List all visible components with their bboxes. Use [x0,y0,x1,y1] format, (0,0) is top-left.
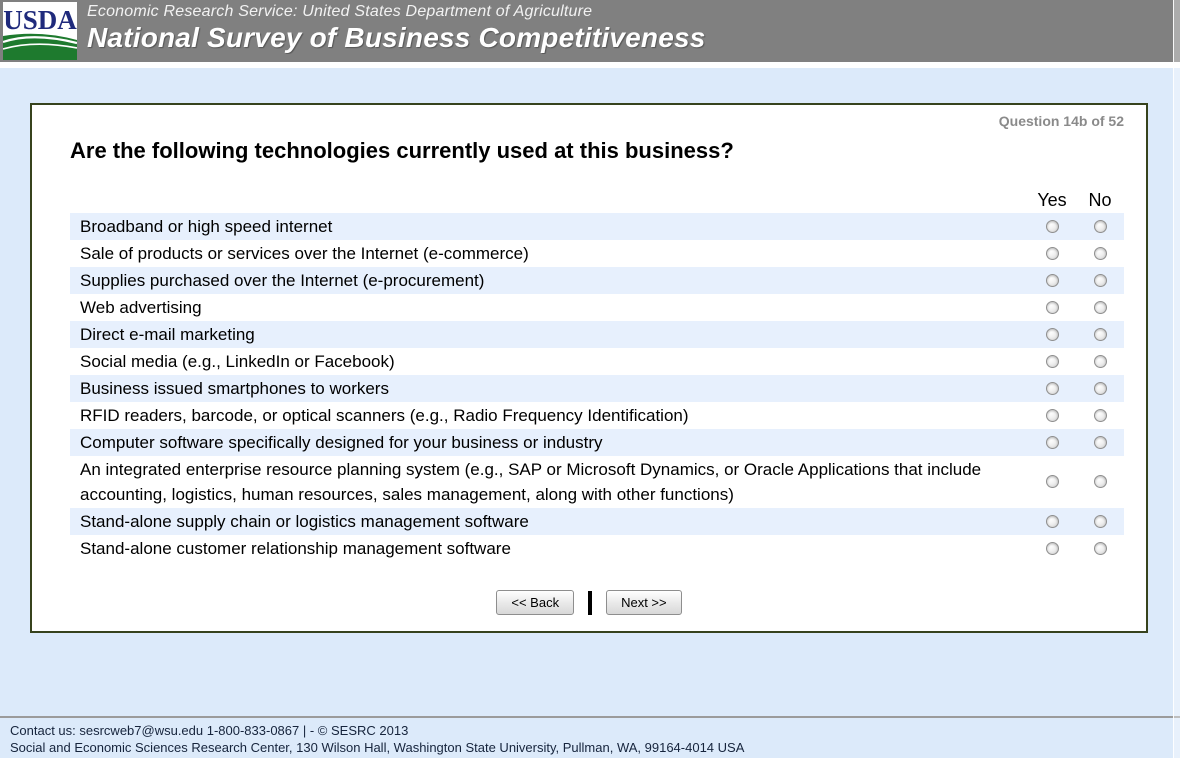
tech-row-label: RFID readers, barcode, or optical scanne… [80,406,689,425]
no-radio[interactable] [1093,381,1107,395]
no-radio-cell [1076,434,1124,452]
table-row: Sale of products or services over the In… [70,240,1124,267]
svg-text:USDA: USDA [3,5,77,35]
tech-row-label: An integrated enterprise resource planni… [80,460,982,504]
no-radio[interactable] [1093,354,1107,368]
yes-radio[interactable] [1045,475,1059,489]
yes-radio-cell [1028,272,1076,290]
no-radio[interactable] [1093,246,1107,260]
yes-radio-cell [1028,380,1076,398]
no-radio[interactable] [1093,435,1107,449]
site-footer: Contact us: sesrcweb7@wsu.edu 1-800-833-… [0,716,1180,758]
header-divider [0,62,1180,68]
column-header-no: No [1088,190,1112,210]
yes-radio[interactable] [1045,246,1059,260]
yes-radio[interactable] [1045,541,1059,555]
footer-contact-line: Contact us: sesrcweb7@wsu.edu 1-800-833-… [10,723,409,738]
table-row: Direct e-mail marketing [70,321,1124,348]
no-radio[interactable] [1093,273,1107,287]
table-row: Business issued smartphones to workers [70,375,1124,402]
yes-radio[interactable] [1045,300,1059,314]
table-row: Stand-alone customer relationship manage… [70,535,1124,562]
nav-buttons: << Back Next >> [52,590,1126,615]
no-radio[interactable] [1093,408,1107,422]
technology-grid: Yes No Broadband or high speed internet … [70,186,1124,562]
table-row: Stand-alone supply chain or logistics ma… [70,508,1124,535]
site-header: USDA Economic Research Service: United S… [0,0,1180,62]
usda-logo-icon: USDA [3,2,77,60]
tech-row-label: Broadband or high speed internet [80,217,333,236]
agency-line: Economic Research Service: United States… [87,3,593,20]
no-radio-cell [1076,272,1124,290]
tech-row-label: Web advertising [80,298,202,317]
yes-radio-cell [1028,540,1076,558]
footer-address-line: Social and Economic Sciences Research Ce… [10,740,745,755]
yes-radio[interactable] [1045,435,1059,449]
column-header-yes: Yes [1037,190,1067,210]
next-button[interactable]: Next >> [606,590,682,615]
tech-row-label: Computer software specifically designed … [80,433,603,452]
no-radio-cell [1076,299,1124,317]
table-row: An integrated enterprise resource planni… [70,456,1124,508]
yes-radio[interactable] [1045,381,1059,395]
no-radio[interactable] [1093,327,1107,341]
content-area: Question 14b of 52 Are the following tec… [0,68,1180,716]
no-radio-cell [1076,326,1124,344]
tech-row-label: Sale of products or services over the In… [80,244,529,263]
no-radio[interactable] [1093,514,1107,528]
yes-radio-cell [1028,245,1076,263]
tech-row-label: Stand-alone supply chain or logistics ma… [80,512,529,531]
question-panel: Question 14b of 52 Are the following tec… [30,103,1148,633]
no-radio-cell [1076,245,1124,263]
no-radio-cell [1076,380,1124,398]
tech-row-label: Stand-alone customer relationship manage… [80,539,511,558]
yes-radio[interactable] [1045,327,1059,341]
table-row: Web advertising [70,294,1124,321]
yes-radio-cell [1028,353,1076,371]
no-radio-cell [1076,353,1124,371]
button-separator [588,590,593,615]
usda-logo: USDA [3,2,77,60]
grid-header: Yes No [70,186,1124,211]
no-radio[interactable] [1093,219,1107,233]
tech-rows: Broadband or high speed internet Sale of… [70,213,1124,562]
header-text-block: Economic Research Service: United States… [87,0,706,54]
tech-row-label: Supplies purchased over the Internet (e-… [80,271,485,290]
yes-radio-cell [1028,434,1076,452]
table-row: Broadband or high speed internet [70,213,1124,240]
yes-radio-cell [1028,513,1076,531]
survey-title: National Survey of Business Competitiven… [87,22,706,53]
yes-radio[interactable] [1045,408,1059,422]
yes-radio[interactable] [1045,354,1059,368]
tech-row-label: Direct e-mail marketing [80,325,255,344]
yes-radio-cell [1028,473,1076,491]
back-button[interactable]: << Back [496,590,575,615]
tech-row-label: Social media (e.g., LinkedIn or Facebook… [80,352,395,371]
yes-radio-cell [1028,218,1076,236]
question-counter: Question 14b of 52 [998,113,1124,129]
no-radio-cell [1076,540,1124,558]
yes-radio[interactable] [1045,219,1059,233]
tech-row-label: Business issued smartphones to workers [80,379,389,398]
no-radio[interactable] [1093,300,1107,314]
table-row: Social media (e.g., LinkedIn or Facebook… [70,348,1124,375]
question-title: Are the following technologies currently… [70,138,734,163]
no-radio-cell [1076,473,1124,491]
table-row: RFID readers, barcode, or optical scanne… [70,402,1124,429]
yes-radio[interactable] [1045,514,1059,528]
no-radio[interactable] [1093,475,1107,489]
yes-radio-cell [1028,326,1076,344]
table-row: Supplies purchased over the Internet (e-… [70,267,1124,294]
no-radio-cell [1076,407,1124,425]
yes-radio[interactable] [1045,273,1059,287]
no-radio-cell [1076,513,1124,531]
yes-radio-cell [1028,299,1076,317]
no-radio-cell [1076,218,1124,236]
yes-radio-cell [1028,407,1076,425]
no-radio[interactable] [1093,541,1107,555]
table-row: Computer software specifically designed … [70,429,1124,456]
